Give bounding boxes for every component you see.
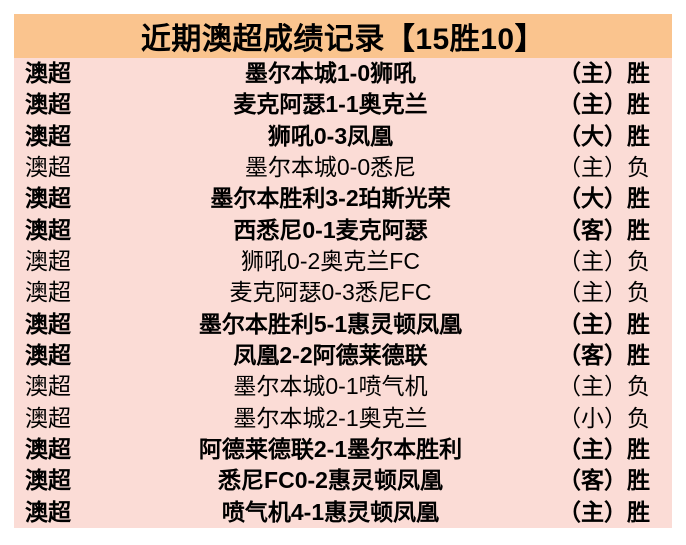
- match-cell: 墨尔本城2-1奥克兰: [233, 404, 428, 431]
- table-row: 澳超 麦克阿瑟1-1奥克兰 （主）胜: [14, 89, 672, 120]
- match-cell: 狮吼0-3凤凰: [267, 122, 394, 149]
- table-row: 澳超 墨尔本胜利5-1惠灵顿凤凰 （主）胜: [14, 309, 672, 340]
- table-row: 澳超 墨尔本城2-1奥克兰 （小）负: [14, 403, 672, 434]
- table-row: 澳超 狮吼0-2奥克兰FC （主）负: [14, 246, 672, 277]
- match-cell: 墨尔本城0-1喷气机: [233, 373, 428, 400]
- outcome-label: 胜: [627, 216, 650, 243]
- result-cell: （客）胜: [537, 344, 672, 367]
- table-row: 澳超 凤凰2-2阿德莱德联 （客）胜: [14, 340, 672, 371]
- match-cell: 麦克阿瑟0-3悉尼FC: [229, 279, 432, 306]
- league-cell: 澳超: [25, 279, 71, 306]
- league-cell: 澳超: [25, 342, 71, 369]
- league-cell: 澳超: [25, 373, 71, 400]
- match-cell: 阿德莱德联2-1墨尔本胜利: [198, 436, 463, 463]
- venue-label: （客）: [558, 216, 627, 243]
- result-cell: （主）负: [537, 375, 672, 398]
- table-row: 澳超 阿德莱德联2-1墨尔本胜利 （主）胜: [14, 434, 672, 465]
- venue-label: （主）: [558, 60, 627, 87]
- league-cell: 澳超: [25, 248, 71, 275]
- match-cell: 墨尔本城0-0悉尼: [244, 154, 417, 181]
- match-cell: 墨尔本城1-0狮吼: [244, 60, 417, 87]
- match-cell: 喷气机4-1惠灵顿凤凰: [221, 498, 440, 525]
- league-cell: 澳超: [25, 154, 71, 181]
- outcome-label: 胜: [627, 342, 650, 369]
- match-cell: 墨尔本胜利5-1惠灵顿凤凰: [198, 310, 463, 337]
- result-cell: （客）胜: [537, 216, 672, 243]
- league-cell: 澳超: [25, 216, 71, 243]
- table-row: 澳超 麦克阿瑟0-3悉尼FC （主）负: [14, 277, 672, 308]
- league-cell: 澳超: [25, 91, 71, 118]
- result-cell: （主）胜: [537, 93, 672, 116]
- outcome-label: 胜: [627, 91, 650, 118]
- league-cell: 澳超: [25, 498, 71, 525]
- result-cell: （主）负: [537, 156, 672, 179]
- table-row: 澳超 狮吼0-3凤凰 （大）胜: [14, 121, 672, 152]
- result-cell: （小）负: [537, 404, 672, 431]
- venue-label: （主）: [558, 373, 627, 400]
- match-cell: 墨尔本胜利3-2珀斯光荣: [210, 185, 451, 212]
- match-cell: 悉尼FC0-2惠灵顿凤凰: [218, 467, 443, 494]
- outcome-label: 胜: [627, 498, 650, 525]
- outcome-label: 胜: [627, 185, 650, 212]
- venue-label: （大）: [558, 185, 627, 212]
- match-cell: 麦克阿瑟1-1奥克兰: [233, 91, 428, 118]
- outcome-label: 胜: [627, 122, 650, 149]
- results-table: 澳超 墨尔本城1-0狮吼 （主）胜 澳超 麦克阿瑟1-1奥克兰 （主）胜 澳超 …: [14, 58, 672, 528]
- result-cell: （主）胜: [537, 310, 672, 337]
- result-cell: （主）胜: [537, 62, 672, 85]
- outcome-label: 负: [627, 279, 650, 306]
- match-cell: 狮吼0-2奥克兰FC: [241, 248, 420, 275]
- league-cell: 澳超: [25, 436, 71, 463]
- venue-label: （主）: [558, 436, 627, 463]
- table-row: 澳超 喷气机4-1惠灵顿凤凰 （主）胜: [14, 497, 672, 528]
- venue-label: （主）: [558, 248, 627, 275]
- venue-label: （客）: [558, 342, 627, 369]
- table-row: 澳超 西悉尼0-1麦克阿瑟 （客）胜: [14, 215, 672, 246]
- venue-label: （大）: [558, 122, 627, 149]
- outcome-label: 负: [627, 248, 650, 275]
- venue-label: （小）: [558, 404, 627, 431]
- match-cell: 凤凰2-2阿德莱德联: [233, 342, 428, 369]
- result-cell: （主）胜: [537, 498, 672, 525]
- venue-label: （主）: [558, 154, 627, 181]
- venue-label: （主）: [558, 310, 627, 337]
- league-cell: 澳超: [25, 185, 71, 212]
- result-cell: （主）胜: [537, 438, 672, 461]
- outcome-label: 负: [627, 404, 650, 431]
- table-row: 澳超 墨尔本城0-1喷气机 （主）负: [14, 371, 672, 402]
- league-cell: 澳超: [25, 60, 71, 87]
- table-row: 澳超 墨尔本城1-0狮吼 （主）胜: [14, 58, 672, 89]
- outcome-label: 胜: [627, 60, 650, 87]
- league-cell: 澳超: [25, 404, 71, 431]
- outcome-label: 负: [627, 373, 650, 400]
- venue-label: （主）: [558, 91, 627, 118]
- match-cell: 西悉尼0-1麦克阿瑟: [233, 216, 428, 243]
- result-cell: （主）负: [537, 250, 672, 273]
- league-cell: 澳超: [25, 122, 71, 149]
- league-cell: 澳超: [25, 467, 71, 494]
- table-row: 澳超 墨尔本胜利3-2珀斯光荣 （大）胜: [14, 183, 672, 214]
- result-cell: （客）胜: [537, 469, 672, 492]
- outcome-label: 胜: [627, 436, 650, 463]
- outcome-label: 胜: [627, 310, 650, 337]
- table-row: 澳超 悉尼FC0-2惠灵顿凤凰 （客）胜: [14, 465, 672, 496]
- venue-label: （主）: [558, 498, 627, 525]
- venue-label: （主）: [558, 279, 627, 306]
- result-cell: （大）胜: [537, 122, 672, 149]
- board-title: 近期澳超成绩记录【15胜10】: [140, 23, 546, 56]
- results-board: 近期澳超成绩记录【15胜10】 澳超 墨尔本城1-0狮吼 （主）胜 澳超 麦克阿…: [14, 14, 672, 528]
- board-header: 近期澳超成绩记录【15胜10】: [14, 14, 672, 58]
- league-cell: 澳超: [25, 310, 71, 337]
- result-cell: （大）胜: [537, 187, 672, 210]
- venue-label: （客）: [558, 467, 627, 494]
- result-cell: （主）负: [537, 281, 672, 304]
- outcome-label: 胜: [627, 467, 650, 494]
- table-row: 澳超 墨尔本城0-0悉尼 （主）负: [14, 152, 672, 183]
- outcome-label: 负: [627, 154, 650, 181]
